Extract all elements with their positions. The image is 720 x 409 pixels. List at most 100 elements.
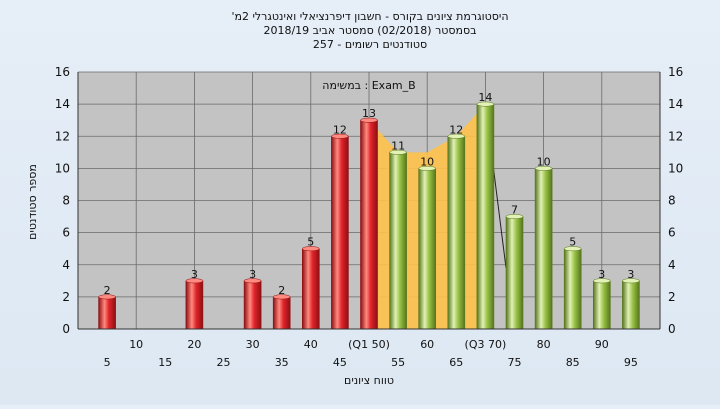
bar-cap-40 [302, 246, 320, 252]
x-tick-55: 55 [391, 356, 405, 369]
bar-70 [476, 103, 495, 330]
x-tick-15: 15 [158, 356, 172, 369]
bar-value-label-95: 3 [627, 268, 634, 281]
bar-value-label-85: 5 [569, 236, 576, 249]
x-tick-30: 30 [246, 338, 260, 351]
bar-cap-75 [505, 214, 524, 220]
bar-95 [622, 280, 640, 330]
bar-value-label-60: 10 [420, 155, 434, 168]
x-tick-75: 75 [508, 356, 522, 369]
y-tick-left-12: 12 [55, 129, 70, 143]
x-tick-25: 25 [217, 356, 231, 369]
bar-value-label-30: 3 [249, 268, 256, 281]
bar-cap-90 [593, 278, 611, 284]
bar-40 [301, 248, 320, 330]
y-axis-label: מספר סטודנטים [26, 164, 39, 240]
x-tick-85: 85 [566, 356, 580, 369]
bar-cap-70 [476, 101, 495, 107]
bar-value-label-40: 5 [307, 236, 314, 249]
x-tick-95: 95 [624, 356, 638, 369]
bar-85 [563, 248, 582, 330]
y-tick-left-0: 0 [62, 322, 70, 336]
x-tick-45: 45 [333, 356, 347, 369]
y-tick-left-10: 10 [55, 161, 70, 175]
chart-title-line-1: 'היסטוגרמת ציונים בקורס - חשבון דיפרנציא… [231, 10, 508, 23]
x-tick-40: 40 [304, 338, 318, 351]
x-tick-60: 60 [420, 338, 434, 351]
bar-cap-95 [622, 278, 640, 284]
bar-value-labels: 2 3 3 2 5 12 13 11 10 12 14 7 10 5 3 3 [104, 91, 635, 297]
x-tick-80: 80 [537, 338, 551, 351]
y-tick-left-4: 4 [62, 258, 70, 272]
bar-cap-60 [418, 165, 436, 171]
bar-90 [592, 280, 611, 330]
y-tick-right-16: 16 [668, 65, 683, 79]
y-axis-left-ticks: 0 2 4 6 8 10 12 14 16 [55, 65, 70, 336]
bar-value-label-20: 3 [191, 268, 198, 281]
bar-value-label-75: 7 [511, 204, 518, 217]
bar-cap-30 [243, 278, 262, 284]
bar-cap-45 [331, 133, 349, 139]
x-tick-20: 20 [187, 338, 201, 351]
chart-title-line-3: סטודנטים רשומים - 257 [313, 38, 427, 51]
x-tick-70: (Q3 70) [465, 338, 507, 351]
bar-cap-50 [360, 117, 378, 123]
y-tick-right-6: 6 [668, 226, 676, 240]
bar-65 [447, 135, 466, 330]
x-axis-label: טווח ציונים [344, 374, 394, 387]
bar-50 [360, 119, 378, 330]
y-tick-left-16: 16 [55, 65, 70, 79]
x-tick-50: (Q1 50) [348, 338, 390, 351]
y-tick-left-2: 2 [62, 290, 70, 304]
bar-30 [243, 280, 262, 330]
bar-value-label-70: 14 [478, 91, 492, 104]
bar-cap-85 [563, 246, 582, 252]
chart-title: 'היסטוגרמת ציונים בקורס - חשבון דיפרנציא… [231, 10, 508, 51]
y-tick-right-8: 8 [668, 194, 676, 208]
x-tick-65: 65 [449, 356, 463, 369]
bar-value-label-35: 2 [278, 284, 285, 297]
y-axis-right-ticks: 0 2 4 6 8 10 12 14 16 [668, 65, 683, 336]
y-tick-right-2: 2 [668, 290, 676, 304]
y-tick-left-14: 14 [55, 97, 70, 111]
x-axis-ticks-lower: 5 15 25 35 45 55 65 75 85 95 [104, 356, 638, 369]
bar-60 [418, 168, 437, 330]
bar-cap-80 [534, 165, 553, 171]
bar-cap-35 [272, 294, 291, 300]
bar-value-label-5: 2 [104, 284, 111, 297]
y-tick-right-10: 10 [668, 161, 683, 175]
bar-cap-65 [447, 133, 466, 139]
y-tick-left-6: 6 [62, 226, 70, 240]
bar-75 [505, 216, 524, 330]
y-tick-right-12: 12 [668, 129, 683, 143]
bar-cap-5 [98, 294, 116, 300]
bar-value-label-55: 11 [391, 139, 405, 152]
bar-5 [98, 296, 116, 330]
y-tick-right-4: 4 [668, 258, 676, 272]
chart-title-line-2: בסמסטר (02/2018) סמסטר אביב 2018/19 [263, 24, 476, 37]
bar-55 [389, 152, 407, 330]
bar-cap-20 [185, 278, 204, 284]
legend-label: במשימה : Exam_B [322, 79, 415, 92]
x-tick-5: 5 [104, 356, 111, 369]
bar-value-label-45: 12 [333, 123, 347, 136]
bar-value-label-90: 3 [598, 268, 605, 281]
bar-value-label-50: 13 [362, 107, 376, 120]
bars [98, 101, 640, 330]
x-axis-ticks-upper: 10 20 30 40 (Q1 50) 60 (Q3 70) 80 90 [129, 338, 609, 351]
bar-value-label-80: 10 [537, 155, 551, 168]
bar-cap-55 [389, 149, 407, 155]
bar-value-label-65: 12 [449, 123, 463, 136]
y-tick-right-0: 0 [668, 322, 676, 336]
y-tick-right-14: 14 [668, 97, 683, 111]
x-tick-35: 35 [275, 356, 289, 369]
bar-35 [272, 296, 291, 330]
y-tick-left-8: 8 [62, 194, 70, 208]
bar-45 [331, 135, 349, 330]
bar-80 [534, 168, 553, 330]
x-tick-10: 10 [129, 338, 143, 351]
bar-20 [185, 280, 204, 330]
x-tick-90: 90 [595, 338, 609, 351]
